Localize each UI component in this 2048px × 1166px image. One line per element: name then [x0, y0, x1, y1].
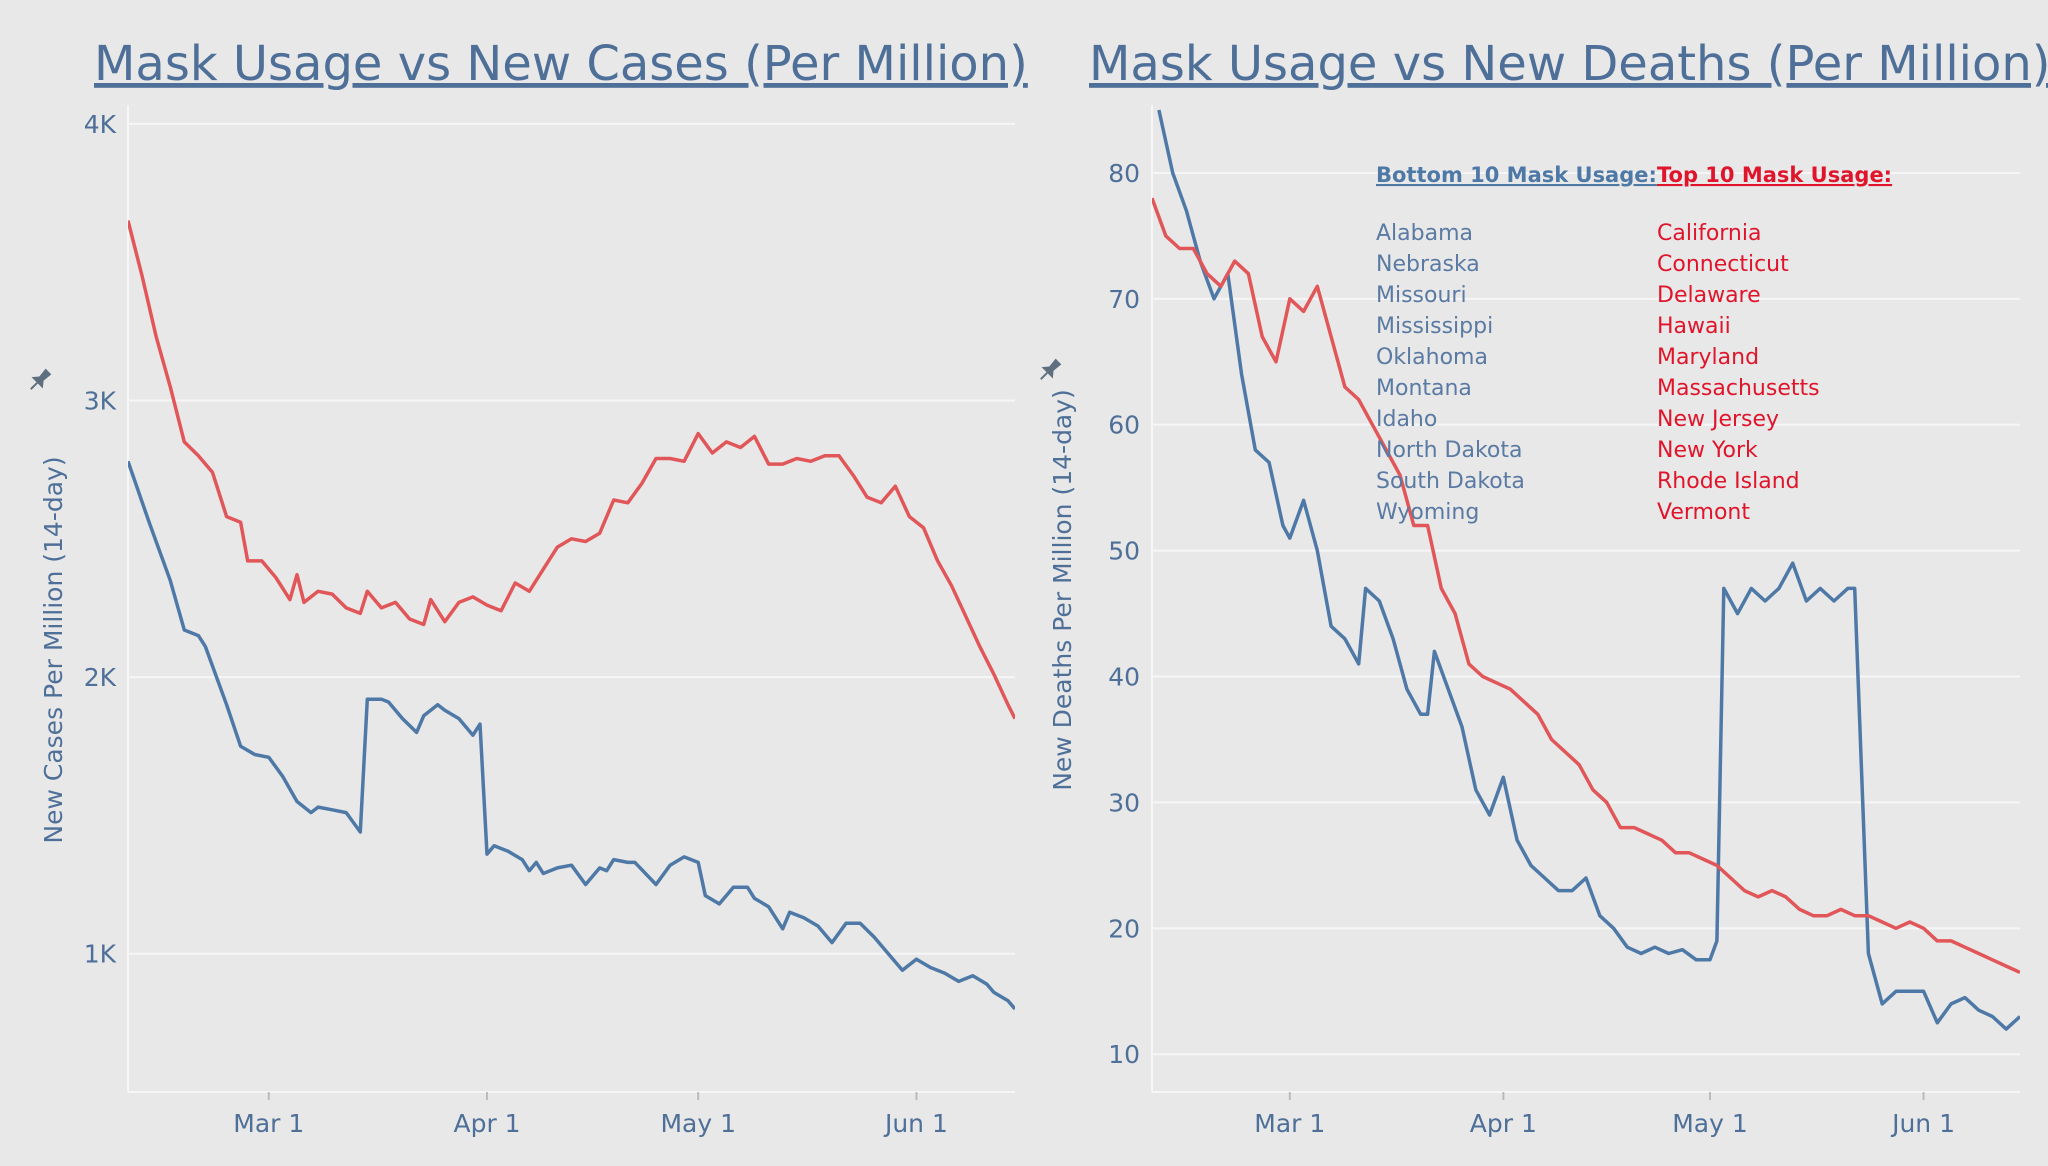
y-tick-label: 20 — [1108, 914, 1140, 943]
x-tick-label: May 1 — [1672, 1109, 1748, 1138]
legend-state: Missouri — [1376, 283, 1467, 308]
y-tick-label: 3K — [84, 386, 117, 415]
legend-state: Montana — [1376, 376, 1472, 401]
y-tick-label: 4K — [84, 110, 117, 139]
legend-state: Hawaii — [1657, 314, 1731, 339]
series-line-1[interactable] — [128, 220, 1015, 720]
legend-state: Maryland — [1657, 345, 1759, 370]
deaths-chart: Mask Usage vs New Deaths (Per Million) 1… — [1035, 36, 2048, 1138]
y-tick-label: 10 — [1108, 1040, 1140, 1069]
cases-chart: Mask Usage vs New Cases (Per Million) 1K… — [25, 36, 1028, 1138]
y-tick-label: 50 — [1108, 537, 1140, 566]
x-tick-label: Jun 1 — [883, 1109, 948, 1138]
legend-state: Delaware — [1657, 283, 1761, 308]
x-tick-label: Jun 1 — [1890, 1109, 1955, 1138]
y-tick-label: 30 — [1108, 788, 1140, 817]
y-tick-label: 1K — [84, 940, 117, 969]
legend-state: Mississippi — [1376, 314, 1493, 339]
legend-state: New Jersey — [1657, 407, 1779, 432]
legend-bottom-title: Bottom 10 Mask Usage: — [1376, 163, 1657, 187]
legend-top-list: California Connecticut Delaware Hawaii Maryl… — [1657, 221, 1820, 525]
legend-top-title: Top 10 Mask Usage: — [1657, 163, 1892, 187]
y-tick-label: 70 — [1108, 285, 1140, 314]
x-tick-label: Mar 1 — [233, 1109, 304, 1138]
y-tick-label: 40 — [1108, 663, 1140, 692]
series-line-1[interactable] — [1152, 197, 2020, 974]
legend-state: Vermont — [1657, 500, 1750, 525]
legend-state: Nebraska — [1376, 252, 1480, 277]
deaths-y-axis-label: New Deaths Per Million (14-day) — [1048, 389, 1077, 791]
x-tick-label: Mar 1 — [1254, 1109, 1325, 1138]
x-tick-label: May 1 — [660, 1109, 736, 1138]
cases-y-axis-label: New Cases Per Million (14-day) — [39, 456, 68, 843]
series-line-0[interactable] — [1157, 109, 2020, 1031]
deaths-chart-title: Mask Usage vs New Deaths (Per Million) — [1089, 36, 2048, 92]
legend-state: Alabama — [1376, 221, 1473, 246]
x-tick-label: Apr 1 — [453, 1109, 520, 1138]
pin-icon[interactable] — [1035, 356, 1064, 385]
legend-state: South Dakota — [1376, 469, 1525, 494]
cases-chart-title: Mask Usage vs New Cases (Per Million) — [94, 36, 1028, 92]
legend-state: Rhode Island — [1657, 469, 1800, 494]
legend-state: Oklahoma — [1376, 345, 1488, 370]
pin-icon[interactable] — [25, 366, 54, 395]
legend-state: Massachusetts — [1657, 376, 1820, 401]
deaths-plot-area: 10 20 30 40 50 60 70 80 Mar 1 Apr 1 May 1 Jun 1 — [1108, 105, 2020, 1138]
legend: Bottom 10 Mask Usage: Top 10 Mask Usage:… — [1376, 163, 1892, 525]
legend-state: New York — [1657, 438, 1758, 463]
legend-state: Idaho — [1376, 407, 1437, 432]
legend-state: Wyoming — [1376, 500, 1479, 525]
y-tick-label: 60 — [1108, 411, 1140, 440]
cases-plot-area: 1K 2K 3K 4K Mar 1 Apr 1 May 1 Jun 1 — [84, 105, 1015, 1138]
y-tick-label: 80 — [1108, 159, 1140, 188]
legend-state: North Dakota — [1376, 438, 1522, 463]
x-tick-label: Apr 1 — [1470, 1109, 1537, 1138]
y-tick-label: 2K — [84, 663, 117, 692]
series-line-0[interactable] — [128, 460, 1015, 1011]
legend-bottom-list: Alabama Nebraska Missouri Mississippi Oklaho… — [1376, 221, 1525, 525]
legend-state: California — [1657, 221, 1761, 246]
legend-state: Connecticut — [1657, 252, 1789, 277]
